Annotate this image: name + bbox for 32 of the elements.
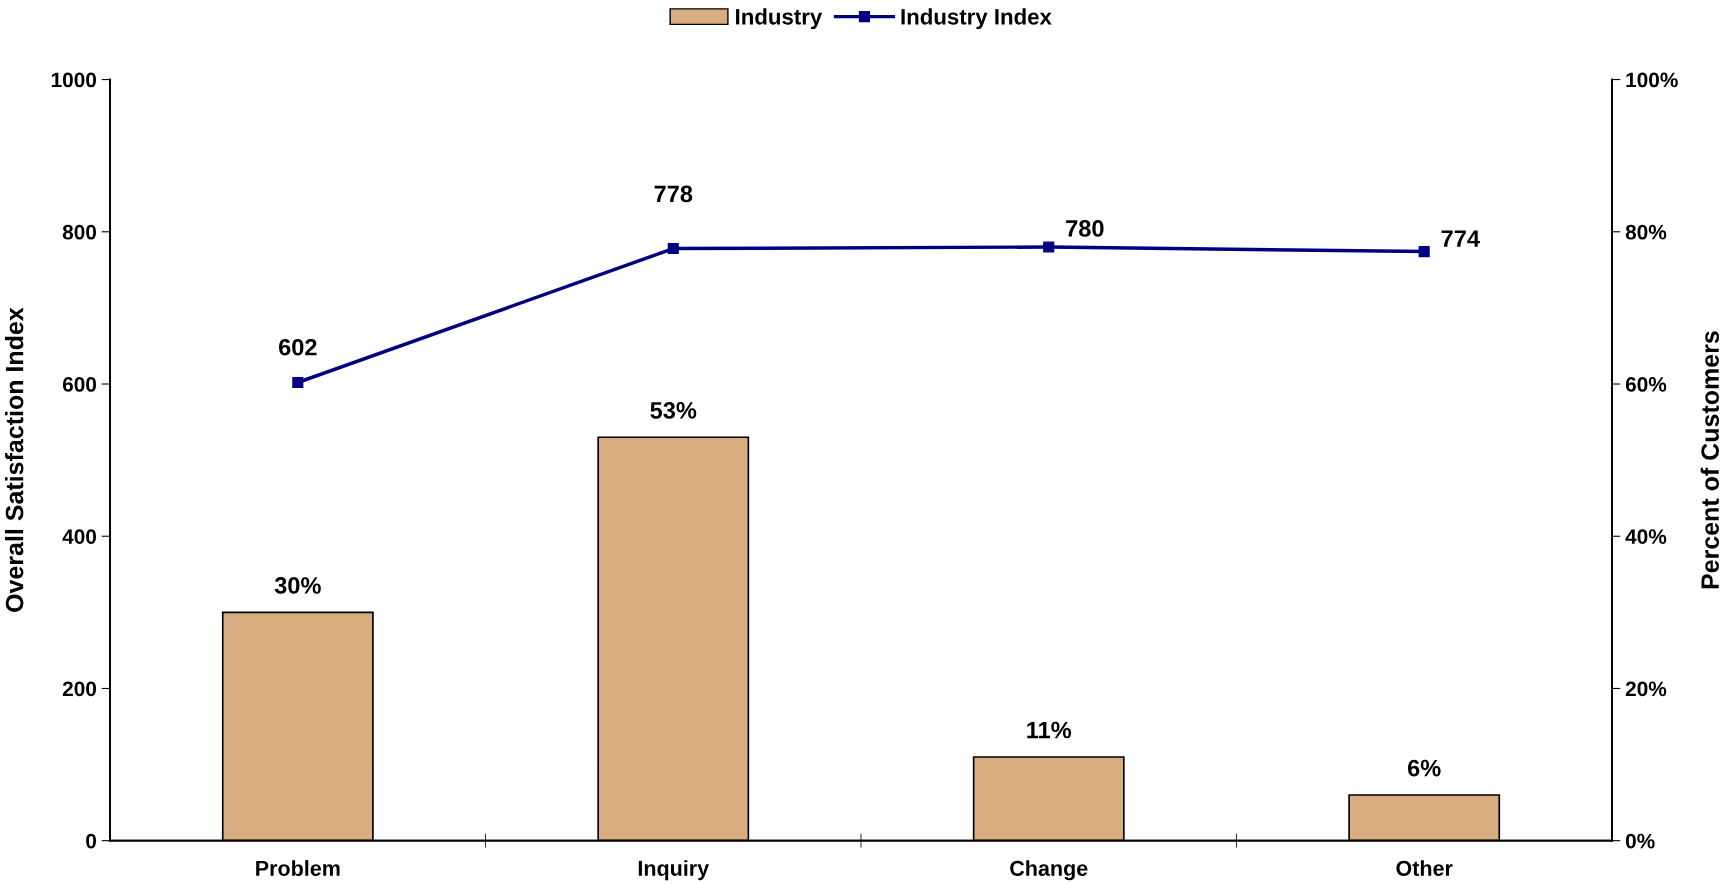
data-label: 6% xyxy=(1407,759,1441,777)
legend-label: Industry Index xyxy=(901,8,1052,30)
point xyxy=(1043,241,1055,253)
data-label: 774 xyxy=(1441,230,1480,247)
point xyxy=(292,376,304,389)
y-tick-label: 200 xyxy=(62,681,97,697)
y2-tick-label: 60% xyxy=(1625,377,1667,392)
y2-tick-label: 100% xyxy=(1626,72,1678,88)
y2-tick-label: 80% xyxy=(1625,224,1667,240)
y-tick-label: 600 xyxy=(62,377,97,392)
y-tick-label: 0 xyxy=(86,833,97,849)
y-tick-label: 800 xyxy=(62,224,97,240)
y2-tick-label: 40% xyxy=(1625,529,1667,544)
data-label: 30% xyxy=(274,577,321,594)
x-tick-label: Inquiry xyxy=(638,860,710,881)
y2-axis-title: Percent of Customers xyxy=(1700,331,1719,589)
data-label: 11% xyxy=(1027,721,1072,739)
data-label: 780 xyxy=(1066,220,1104,237)
legend-label: Industry xyxy=(736,8,823,30)
point xyxy=(667,242,679,255)
y2-tick-label: 20% xyxy=(1625,681,1667,697)
y-tick-label: 1000 xyxy=(51,72,97,88)
x-tick-label: Change xyxy=(1010,860,1088,881)
data-label: 53% xyxy=(650,402,697,419)
point xyxy=(1418,246,1430,258)
data-label: 602 xyxy=(278,338,317,356)
y-axis-title: Overall Satisfaction Index xyxy=(5,307,24,612)
y2-tick-label: 0% xyxy=(1625,833,1655,849)
y-tick-label: 400 xyxy=(62,529,97,544)
x-tick-label: Problem xyxy=(256,860,340,876)
x-tick-label: Other xyxy=(1396,860,1453,876)
data-label: 778 xyxy=(654,185,693,203)
